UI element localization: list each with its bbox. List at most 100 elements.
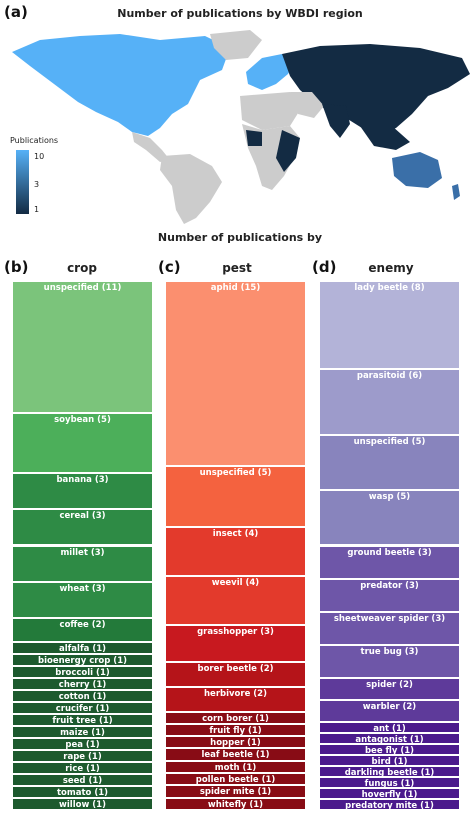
enemy-label-antagonist: antagonist (1) xyxy=(355,734,424,744)
crop-label-willow: willow (1) xyxy=(59,799,106,810)
legend-color-bar xyxy=(16,150,29,214)
enemy-label-ant: ant (1) xyxy=(373,723,406,733)
map-region-south-america xyxy=(160,154,222,224)
treemap-crop-title: crop xyxy=(67,261,97,275)
enemy-cell-darkling-beetle: darkling beetle (1) xyxy=(319,765,460,777)
pest-label-leaf-beetle: leaf beetle (1) xyxy=(201,750,270,761)
crop-label-fruit-tree: fruit tree (1) xyxy=(52,715,113,726)
map-region-south-asia xyxy=(322,104,350,138)
pest-label-insect: insect (4) xyxy=(212,529,259,540)
crop-label-seed: seed (1) xyxy=(62,775,103,786)
pest-cell-spider-mite: spider mite (1) xyxy=(165,785,306,798)
crop-cell-willow: willow (1) xyxy=(12,797,153,810)
enemy-label-hoverfly: hoverfly (1) xyxy=(361,789,418,799)
pest-label-pollen-beetle: pollen beetle (1) xyxy=(195,775,276,786)
enemy-cell-bee-fly: bee fly (1) xyxy=(319,743,460,755)
enemy-label-wasp: wasp (5) xyxy=(368,492,411,503)
enemy-cell-fungus: fungus (1) xyxy=(319,776,460,788)
treemap-pest: aphid (15) unspecified (5) insect (4) weevi… xyxy=(165,281,306,810)
treemaps-title: Number of publications by xyxy=(157,231,323,244)
pest-cell-whitefly: whitefly (1) xyxy=(165,797,306,810)
crop-cell-alfalfa: alfalfa (1) xyxy=(12,641,153,654)
enemy-label-lady-beetle: lady beetle (8) xyxy=(354,283,425,293)
treemap-pest-title: pest xyxy=(222,261,252,275)
legend-tick-mid: 3 xyxy=(34,180,40,189)
pest-cell-moth: moth (1) xyxy=(165,760,306,774)
enemy-label-true-bug: true bug (3) xyxy=(360,646,419,657)
legend-title: Publications xyxy=(10,136,59,145)
map-region-east-africa xyxy=(276,130,300,172)
crop-cell-maize: maize (1) xyxy=(12,725,153,738)
pest-label-borer-beetle: borer beetle (2) xyxy=(197,664,274,675)
crop-label-cherry: cherry (1) xyxy=(58,679,107,690)
treemap-crop: unspecified (11) soybean (5) banana (3) cer… xyxy=(12,281,153,810)
pest-label-fruit-fly: fruit fly (1) xyxy=(209,725,262,736)
enemy-label-fungus: fungus (1) xyxy=(364,778,415,788)
map-region-central-america xyxy=(132,132,170,162)
pest-cell-weevil: weevil (4) xyxy=(165,576,306,626)
pest-label-grasshopper: grasshopper (3) xyxy=(197,627,274,638)
crop-label-crucifer: crucifer (1) xyxy=(55,703,110,714)
enemy-label-ground-beetle: ground beetle (3) xyxy=(347,547,432,558)
crop-label-bioenergy-crop: bioenergy crop (1) xyxy=(38,655,127,666)
pest-cell-insect: insect (4) xyxy=(165,527,306,577)
pest-cell-leaf-beetle: leaf beetle (1) xyxy=(165,748,306,761)
crop-cell-cereal: cereal (3) xyxy=(12,509,153,546)
crop-label-rape: rape (1) xyxy=(63,751,102,762)
map-region-asia xyxy=(282,44,470,134)
crop-cell-soybean: soybean (5) xyxy=(12,413,153,474)
enemy-cell-antagonist: antagonist (1) xyxy=(319,732,460,744)
crop-cell-bioenergy-crop: bioenergy crop (1) xyxy=(12,653,153,666)
enemy-label-warbler: warbler (2) xyxy=(362,701,417,712)
pest-label-whitefly: whitefly (1) xyxy=(207,799,264,810)
crop-cell-banana: banana (3) xyxy=(12,473,153,510)
map-region-new-zealand xyxy=(452,184,460,200)
enemy-cell-bird: bird (1) xyxy=(319,754,460,766)
enemy-label-predator: predator (3) xyxy=(360,580,419,591)
crop-label-coffee: coffee (2) xyxy=(59,619,106,630)
enemy-cell-lady-beetle: lady beetle (8) xyxy=(319,281,460,370)
crop-label-tomato: tomato (1) xyxy=(56,787,109,798)
pest-label-weevil: weevil (4) xyxy=(211,578,260,589)
enemy-cell-ground-beetle: ground beetle (3) xyxy=(319,545,460,579)
panel-label-d: (d) xyxy=(312,258,337,276)
crop-label-millet: millet (3) xyxy=(60,547,105,558)
pest-cell-hopper: hopper (1) xyxy=(165,736,306,749)
pest-label-spider-mite: spider mite (1) xyxy=(199,787,272,798)
pest-label-moth: moth (1) xyxy=(214,762,257,773)
crop-label-wheat: wheat (3) xyxy=(59,583,106,594)
crop-cell-millet: millet (3) xyxy=(12,545,153,582)
enemy-label-spider: spider (2) xyxy=(366,679,413,690)
enemy-cell-wasp: wasp (5) xyxy=(319,490,460,546)
enemy-label-bee-fly: bee fly (1) xyxy=(364,745,415,755)
crop-label-pea: pea (1) xyxy=(65,739,100,750)
crop-label-cereal: cereal (3) xyxy=(59,511,106,522)
crop-label-unspecified: unspecified (11) xyxy=(43,283,122,293)
enemy-cell-parasitoid: parasitoid (6) xyxy=(319,369,460,436)
pest-cell-corn-borer: corn borer (1) xyxy=(165,711,306,724)
enemy-label-sheetweaver-spider: sheetweaver spider (3) xyxy=(333,613,446,624)
pest-label-herbivore: herbivore (2) xyxy=(204,688,267,699)
map-region-southeast-asia xyxy=(360,126,410,150)
crop-cell-crucifer: crucifer (1) xyxy=(12,701,153,714)
enemy-cell-warbler: warbler (2) xyxy=(319,699,460,722)
crop-cell-rape: rape (1) xyxy=(12,749,153,762)
enemy-label-parasitoid: parasitoid (6) xyxy=(356,371,423,382)
crop-label-maize: maize (1) xyxy=(60,727,105,738)
enemy-cell-predator: predator (3) xyxy=(319,578,460,612)
map-region-west-africa xyxy=(246,130,262,146)
map-title: Number of publications by WBDI region xyxy=(117,7,363,20)
enemy-cell-spider: spider (2) xyxy=(319,677,460,700)
legend-tick-low: 1 xyxy=(34,205,40,214)
crop-label-alfalfa: alfalfa (1) xyxy=(58,643,107,654)
map-region-greenland xyxy=(210,30,262,60)
crop-cell-fruit-tree: fruit tree (1) xyxy=(12,713,153,726)
enemy-cell-ant: ant (1) xyxy=(319,721,460,733)
enemy-cell-hoverfly: hoverfly (1) xyxy=(319,787,460,799)
enemy-cell-unspecified: unspecified (5) xyxy=(319,435,460,491)
crop-cell-pea: pea (1) xyxy=(12,737,153,750)
pest-cell-herbivore: herbivore (2) xyxy=(165,686,306,712)
map-region-europe xyxy=(246,54,296,90)
pest-cell-fruit-fly: fruit fly (1) xyxy=(165,723,306,737)
